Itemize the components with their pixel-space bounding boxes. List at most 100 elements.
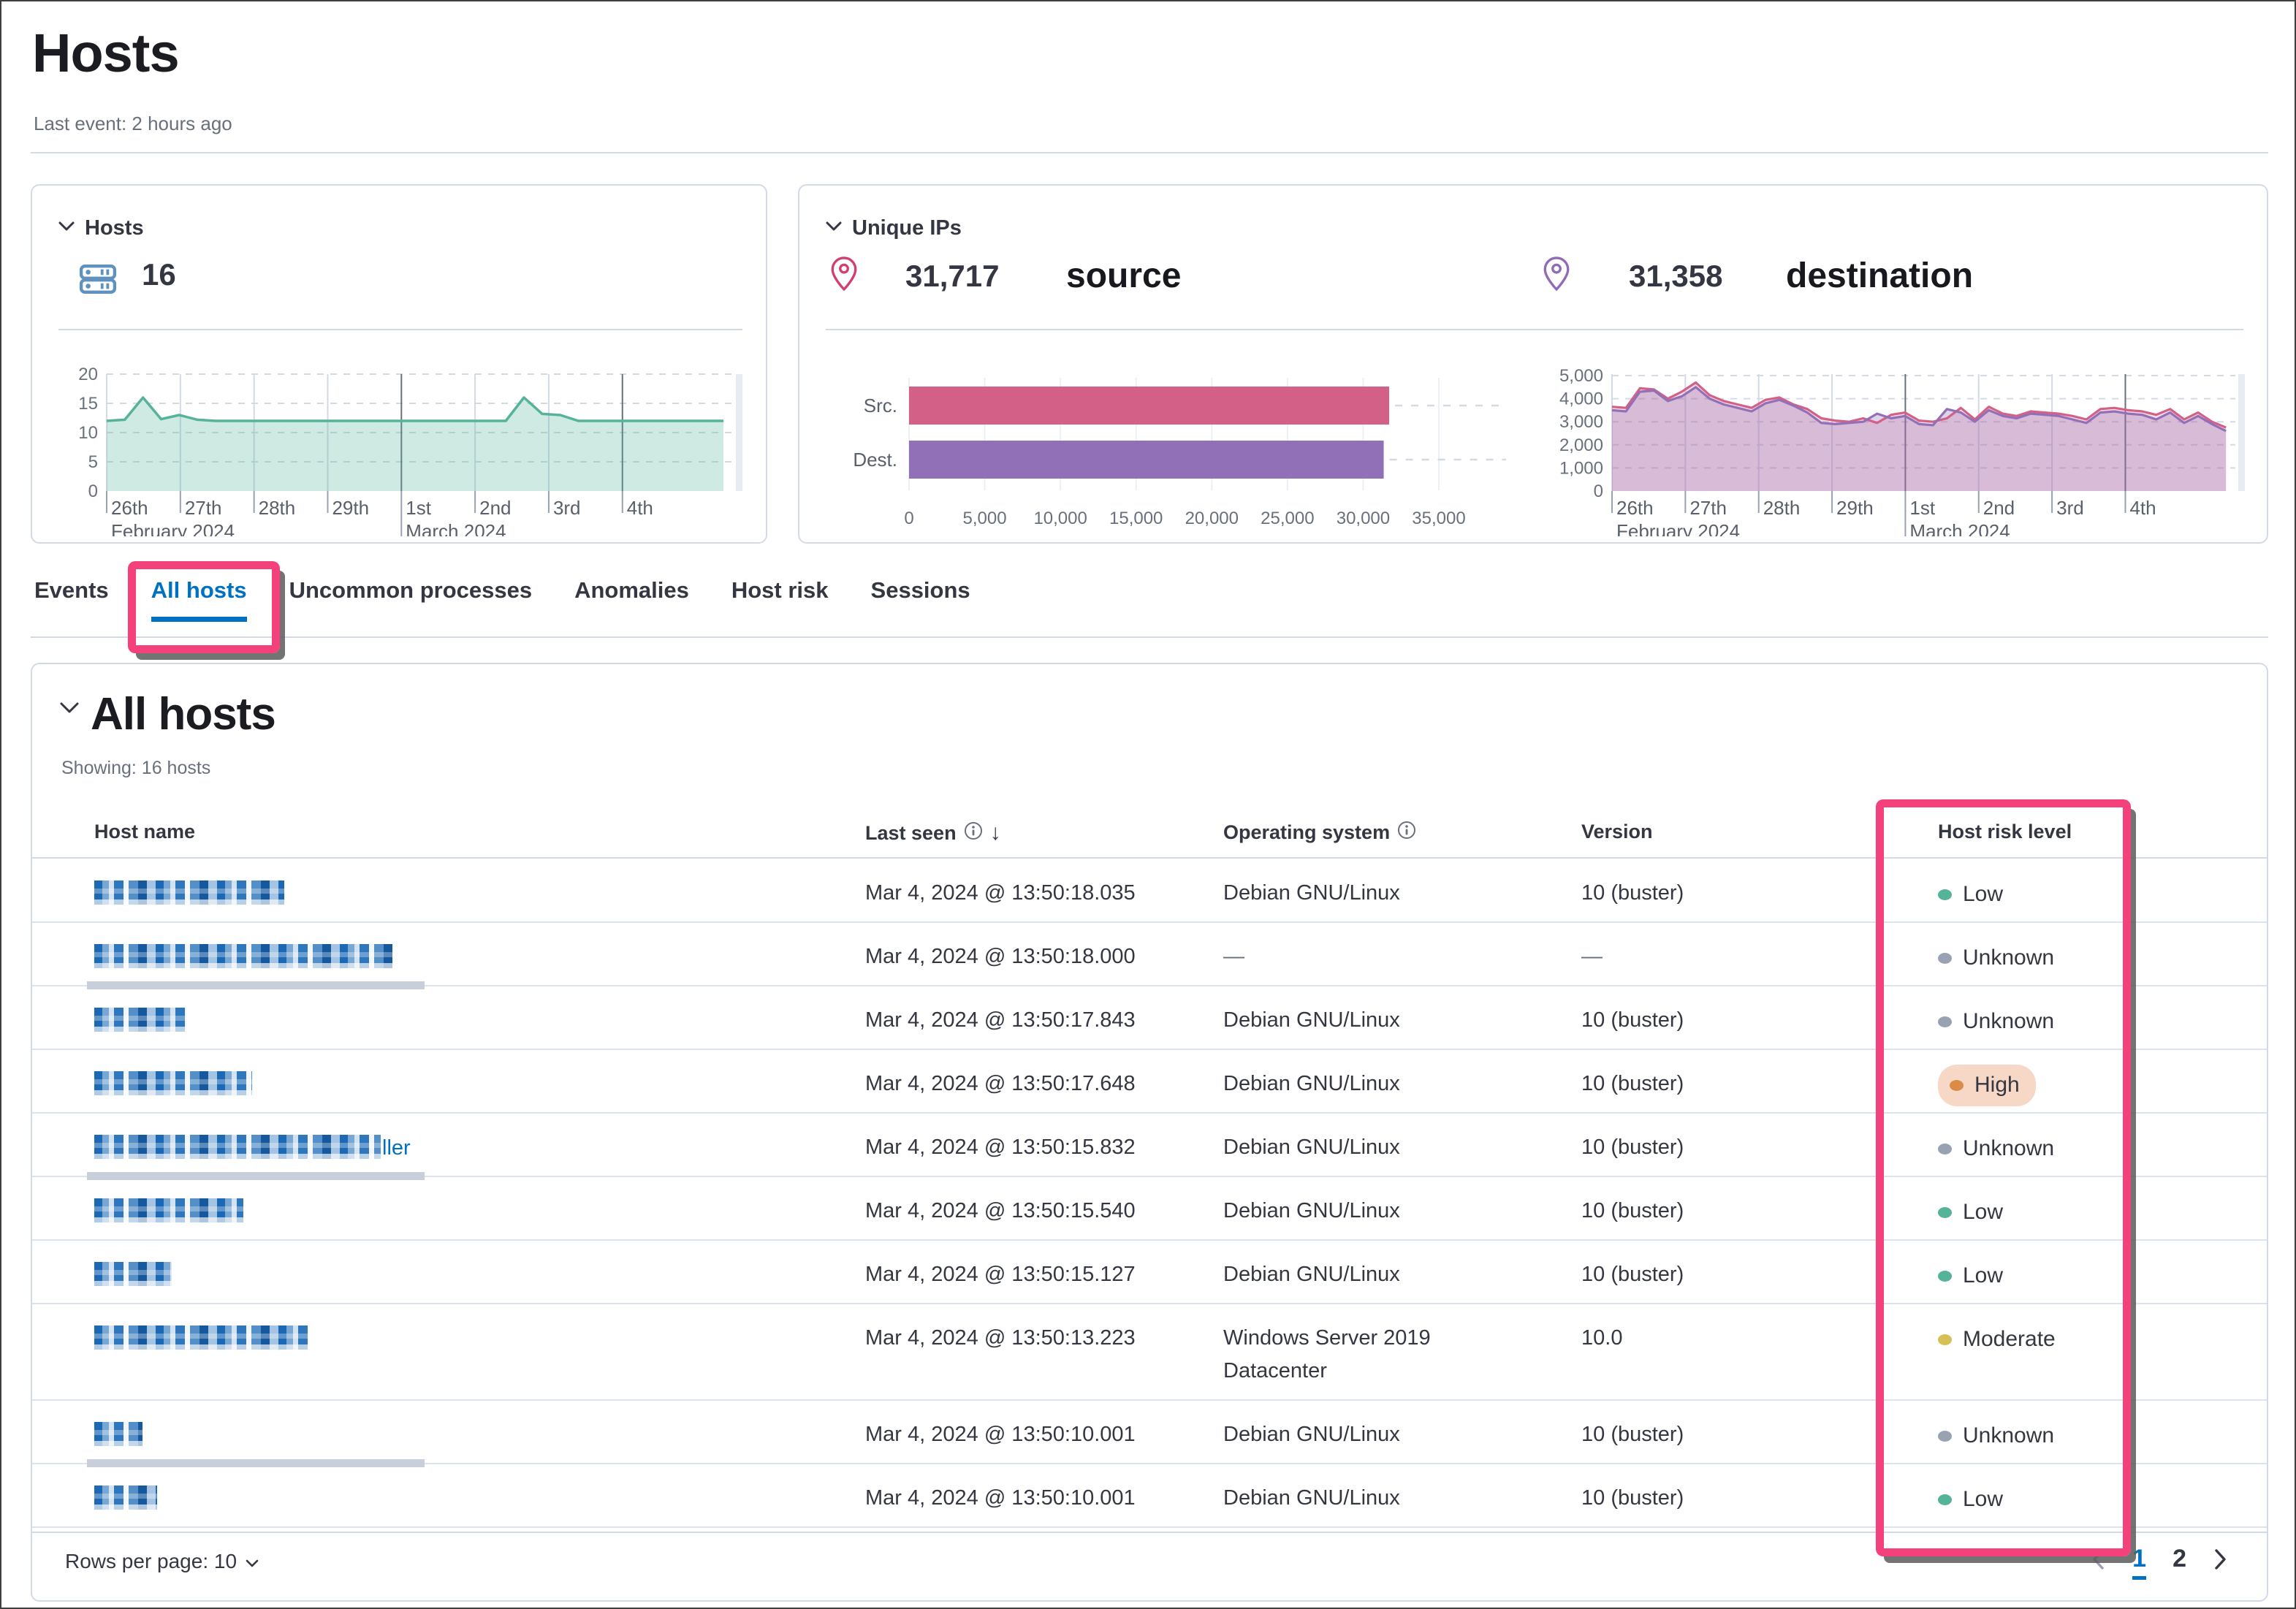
chevron-down-icon[interactable]	[826, 221, 842, 235]
svg-text:27th: 27th	[185, 497, 222, 519]
tab-all-hosts[interactable]: All hosts	[151, 577, 247, 622]
tab-events[interactable]: Events	[34, 577, 109, 603]
risk-badge-low: Low	[1938, 1255, 2003, 1297]
os-cell: Debian GNU/Linux	[1223, 1136, 1400, 1159]
col-host-name: Host name	[94, 821, 196, 842]
risk-dot	[1938, 1016, 1952, 1027]
all-hosts-heading: All hosts	[91, 689, 276, 739]
col-operating-system: Operating system	[1194, 810, 1552, 845]
risk-badge-unknown: Unknown	[1938, 1128, 2054, 1170]
risk-badge-unknown: Unknown	[1938, 937, 2054, 979]
svg-text:5,000: 5,000	[1559, 366, 1603, 386]
showing-count: Showing: 16 hosts	[61, 758, 211, 778]
table-row: Mar 4, 2024 @ 13:50:15.540 Debian GNU/Lin…	[32, 1177, 2267, 1241]
version-cell: 10 (buster)	[1581, 1008, 1684, 1032]
host-name-link-redacted[interactable]	[94, 1485, 157, 1510]
svg-text:0: 0	[1594, 482, 1603, 501]
hosts-panel-divider	[58, 329, 742, 330]
tab-uncommon-processes[interactable]: Uncommon processes	[289, 577, 533, 603]
os-cell: Debian GNU/Linux	[1223, 1423, 1400, 1446]
source-pin-icon	[829, 255, 859, 297]
svg-text:3rd: 3rd	[2056, 497, 2084, 519]
svg-text:4th: 4th	[627, 497, 653, 519]
risk-dot	[1938, 952, 1952, 964]
last-seen-cell: Mar 4, 2024 @ 13:50:13.223	[865, 1326, 1136, 1350]
host-name-link-redacted[interactable]	[94, 943, 392, 968]
prev-page-icon[interactable]	[2090, 1548, 2106, 1578]
svg-text:March 2024: March 2024	[406, 520, 506, 536]
os-cell: Windows Server 2019 Datacenter	[1223, 1326, 1431, 1382]
tab-host-risk[interactable]: Host risk	[731, 577, 829, 603]
version-cell: 10 (buster)	[1581, 1136, 1684, 1159]
host-name-link-redacted[interactable]	[94, 1325, 308, 1350]
last-seen-cell: Mar 4, 2024 @ 13:50:10.001	[865, 1486, 1136, 1510]
svg-text:2nd: 2nd	[1983, 497, 2015, 519]
svg-text:Dest.: Dest.	[853, 449, 897, 471]
version-cell: 10 (buster)	[1581, 881, 1684, 905]
redacted-secondary-bar	[87, 1459, 425, 1467]
header-divider	[31, 152, 2268, 153]
svg-text:28th: 28th	[259, 497, 296, 519]
destination-pin-icon	[1541, 255, 1572, 297]
risk-badge-high: High	[1938, 1065, 2036, 1106]
table-row: Mar 4, 2024 @ 13:50:18.035 Debian GNU/Lin…	[32, 859, 2267, 923]
table-footer-divider	[32, 1532, 2267, 1533]
next-page-icon[interactable]	[2213, 1548, 2229, 1578]
risk-dot	[1938, 1334, 1952, 1345]
host-name-link-redacted[interactable]	[94, 1007, 186, 1032]
redacted-secondary-bar	[87, 1172, 425, 1180]
svg-text:2nd: 2nd	[479, 497, 511, 519]
table-row: Mar 4, 2024 @ 13:50:18.000 — — Unknown	[32, 923, 2267, 989]
host-name-link-redacted[interactable]	[94, 1261, 172, 1286]
host-name-link-redacted[interactable]	[94, 1070, 252, 1095]
last-seen-cell: Mar 4, 2024 @ 13:50:17.843	[865, 1008, 1136, 1032]
page-number-1[interactable]: 1	[2132, 1545, 2147, 1580]
col-last-seen[interactable]: Last seen ↓	[865, 821, 1001, 845]
table-row: Mar 4, 2024 @ 13:50:10.001 Debian GNU/Lin…	[32, 1401, 2267, 1467]
table-row: Mar 4, 2024 @ 13:50:10.001 Debian GNU/Lin…	[32, 1464, 2267, 1528]
svg-text:29th: 29th	[1836, 497, 1874, 519]
source-label: source	[1066, 256, 1182, 295]
info-icon[interactable]	[1397, 821, 1416, 845]
destination-label: destination	[1786, 256, 1974, 295]
tab-sessions[interactable]: Sessions	[870, 577, 970, 603]
svg-text:26th: 26th	[111, 497, 148, 519]
svg-text:March 2024: March 2024	[1909, 520, 2010, 536]
unique-ips-area-chart: 0 1,000 2,000 3,000 4,000 5,000 26th 27th 28th 29…	[1559, 366, 2245, 536]
host-name-link-redacted[interactable]	[94, 1421, 142, 1446]
svg-text:25,000: 25,000	[1261, 509, 1314, 528]
ips-panel-divider	[826, 329, 2243, 330]
host-name-link-redacted[interactable]	[94, 880, 284, 905]
host-name-suffix[interactable]: ller	[382, 1136, 411, 1160]
risk-badge-unknown: Unknown	[1938, 1415, 2054, 1457]
svg-text:February 2024: February 2024	[111, 520, 235, 536]
page-number-2[interactable]: 2	[2173, 1545, 2186, 1572]
svg-text:35,000: 35,000	[1412, 509, 1465, 528]
chevron-down-icon[interactable]	[60, 702, 79, 718]
svg-text:1st: 1st	[1909, 497, 1935, 519]
host-name-link-redacted[interactable]	[94, 1134, 381, 1159]
svg-text:1st: 1st	[406, 497, 431, 519]
svg-text:February 2024: February 2024	[1616, 520, 1740, 536]
redacted-secondary-bar	[87, 981, 425, 989]
host-name-link-redacted[interactable]	[94, 1198, 243, 1222]
svg-text:26th: 26th	[1616, 497, 1654, 519]
rows-per-page-selector[interactable]: Rows per page: 10	[65, 1550, 259, 1573]
risk-badge-moderate: Moderate	[1938, 1319, 2056, 1361]
sort-desc-arrow-icon[interactable]: ↓	[989, 821, 1001, 845]
table-row: ller Mar 4, 2024 @ 13:50:15.832 Debian GNU…	[32, 1114, 2267, 1180]
info-icon[interactable]	[964, 821, 983, 845]
os-cell: Debian GNU/Linux	[1223, 1486, 1400, 1510]
svg-text:5: 5	[88, 452, 98, 472]
tab-anomalies[interactable]: Anomalies	[574, 577, 689, 603]
risk-badge-low: Low	[1938, 874, 2003, 916]
chevron-down-icon[interactable]	[58, 221, 75, 235]
table-row: Mar 4, 2024 @ 13:50:17.648 Debian GNU/Lin…	[32, 1050, 2267, 1114]
last-event-text: Last event: 2 hours ago	[34, 113, 232, 134]
svg-text:20: 20	[78, 365, 98, 384]
svg-text:30,000: 30,000	[1337, 509, 1390, 528]
destination-ip-count: 31,358	[1629, 259, 1723, 293]
last-seen-cell: Mar 4, 2024 @ 13:50:15.127	[865, 1263, 1136, 1286]
hosts-count: 16	[142, 257, 176, 292]
version-cell: 10 (buster)	[1581, 1423, 1684, 1446]
